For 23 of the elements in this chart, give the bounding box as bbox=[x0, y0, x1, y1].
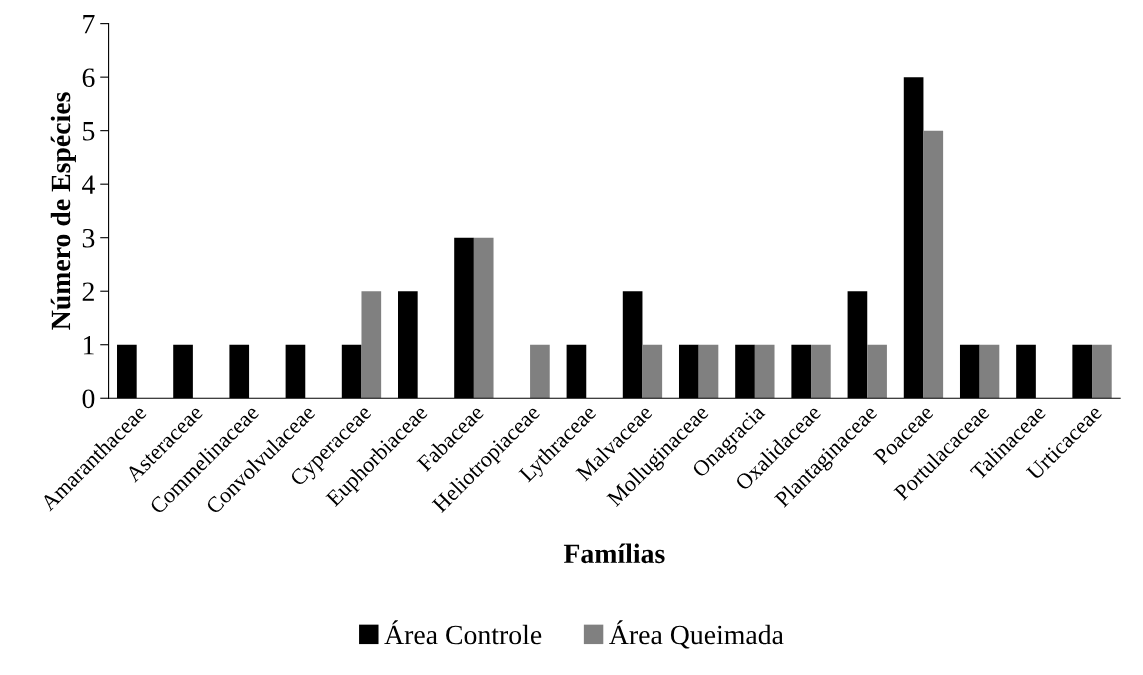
bar bbox=[698, 344, 719, 399]
y-tick-label: 2 bbox=[82, 282, 94, 301]
y-tick-label: 6 bbox=[82, 68, 95, 88]
bar bbox=[642, 344, 663, 399]
x-axis-title: Famílias bbox=[563, 543, 665, 564]
bar bbox=[811, 344, 831, 399]
y-tick-label: 1 bbox=[83, 336, 94, 355]
bar bbox=[754, 344, 775, 399]
legend-label: Área Queimada bbox=[609, 620, 784, 649]
bar bbox=[530, 344, 550, 399]
bar bbox=[473, 237, 494, 399]
y-tick-label: 5 bbox=[83, 122, 95, 141]
bar bbox=[867, 344, 887, 399]
bar bbox=[923, 130, 944, 399]
bar bbox=[979, 344, 1000, 399]
y-tick-label: 7 bbox=[83, 15, 95, 34]
y-tick-label: 0 bbox=[82, 389, 95, 409]
bar bbox=[361, 291, 382, 399]
bar bbox=[1092, 344, 1112, 399]
y-tick-label: 3 bbox=[82, 228, 95, 248]
y-tick-label: 4 bbox=[82, 175, 95, 194]
legend-label: Área Controle bbox=[384, 620, 542, 645]
y-axis-title: Número de Espécies bbox=[50, 92, 76, 330]
